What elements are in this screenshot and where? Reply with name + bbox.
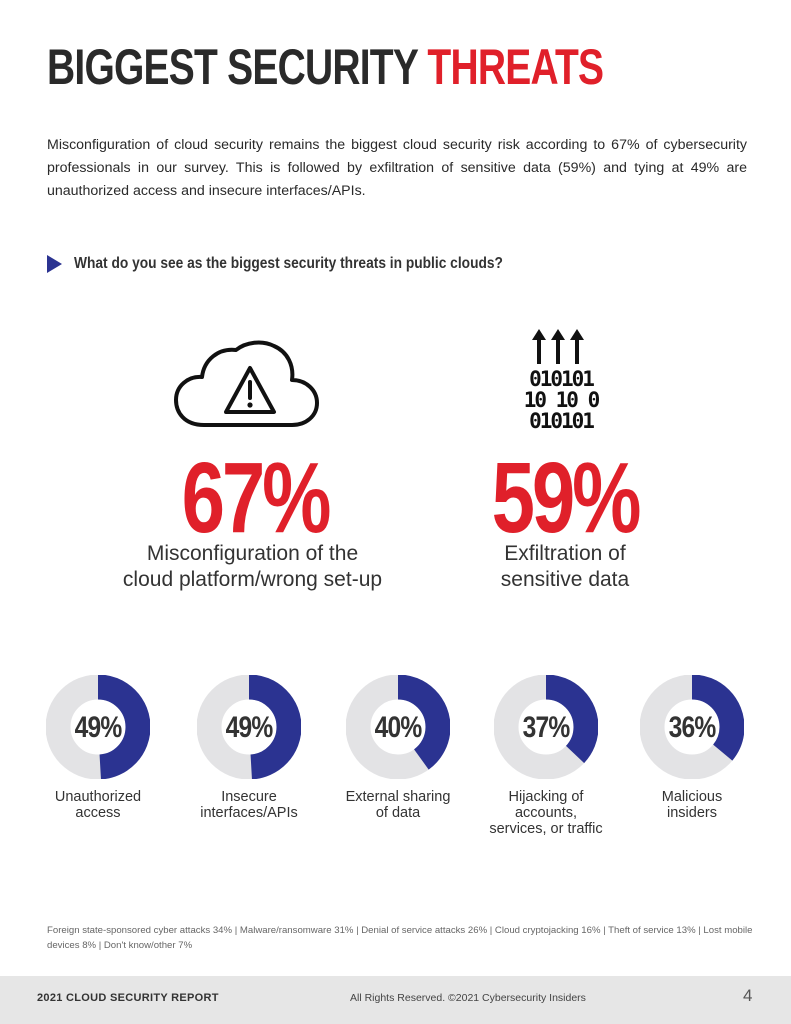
title-main: BIGGEST SECURITY <box>47 39 428 95</box>
play-triangle-icon <box>47 255 62 273</box>
donut-svg <box>46 675 150 779</box>
donut-segment <box>346 675 450 779</box>
highlight-label-exfiltration: Exfiltration of sensitive data <box>500 542 630 591</box>
donut-label: External sharing of data <box>345 789 451 821</box>
donut-label: Malicious insiders <box>661 789 723 821</box>
donut-svg <box>640 675 744 779</box>
donut-segment <box>197 675 301 779</box>
highlight-value-exfiltration: 59% <box>491 442 642 554</box>
page-number: 4 <box>743 986 753 1005</box>
other-threats-list: Foreign state-sponsored cyber attacks 34… <box>47 925 753 951</box>
donut-value: 49% <box>225 711 274 744</box>
binary-row: 010101 <box>529 409 594 433</box>
donut-segment <box>640 675 744 779</box>
page-title: BIGGEST SECURITY THREATS <box>47 38 604 96</box>
donut-chart: 37% <box>494 675 604 785</box>
donut-chart: 36% <box>640 675 750 785</box>
donut-value: 49% <box>74 711 123 744</box>
donut-chart: 49% <box>46 675 156 785</box>
survey-question: What do you see as the biggest security … <box>47 254 573 274</box>
binary-data-upload-icon: 010101 10 10 0 010101 <box>524 329 602 433</box>
copyright: All Rights Reserved. ©2021 Cybersecurity… <box>350 992 586 1004</box>
donut-chart: 49% <box>197 675 307 785</box>
title-accent: THREATS <box>427 39 604 95</box>
page-footer: 2021 CLOUD SECURITY REPORT All Rights Re… <box>0 976 791 1024</box>
donut-label: Hijacking of accounts, services, or traf… <box>489 789 603 837</box>
donut-segment <box>494 675 598 779</box>
binary-row: 10 10 0 <box>524 388 600 412</box>
highlight-value-misconfiguration: 67% <box>181 442 332 554</box>
donut-value: 40% <box>374 711 423 744</box>
donut-label: Insecure interfaces/APIs <box>200 789 298 821</box>
binary-row: 010101 <box>529 367 594 391</box>
donut-svg <box>494 675 598 779</box>
donut-chart: 40% <box>346 675 456 785</box>
highlight-label-misconfiguration: Misconfiguration of the cloud platform/w… <box>122 542 383 591</box>
donut-segment <box>46 675 150 779</box>
report-name: 2021 CLOUD SECURITY REPORT <box>37 992 219 1004</box>
cloud-warning-icon <box>174 340 319 427</box>
donut-value: 37% <box>522 711 571 744</box>
donut-svg <box>197 675 301 779</box>
intro-paragraph: Misconfiguration of cloud security remai… <box>47 137 747 199</box>
question-text: What do you see as the biggest security … <box>74 255 503 272</box>
donut-label: Unauthorized access <box>54 789 142 821</box>
donut-svg <box>346 675 450 779</box>
donut-value: 36% <box>668 711 717 744</box>
